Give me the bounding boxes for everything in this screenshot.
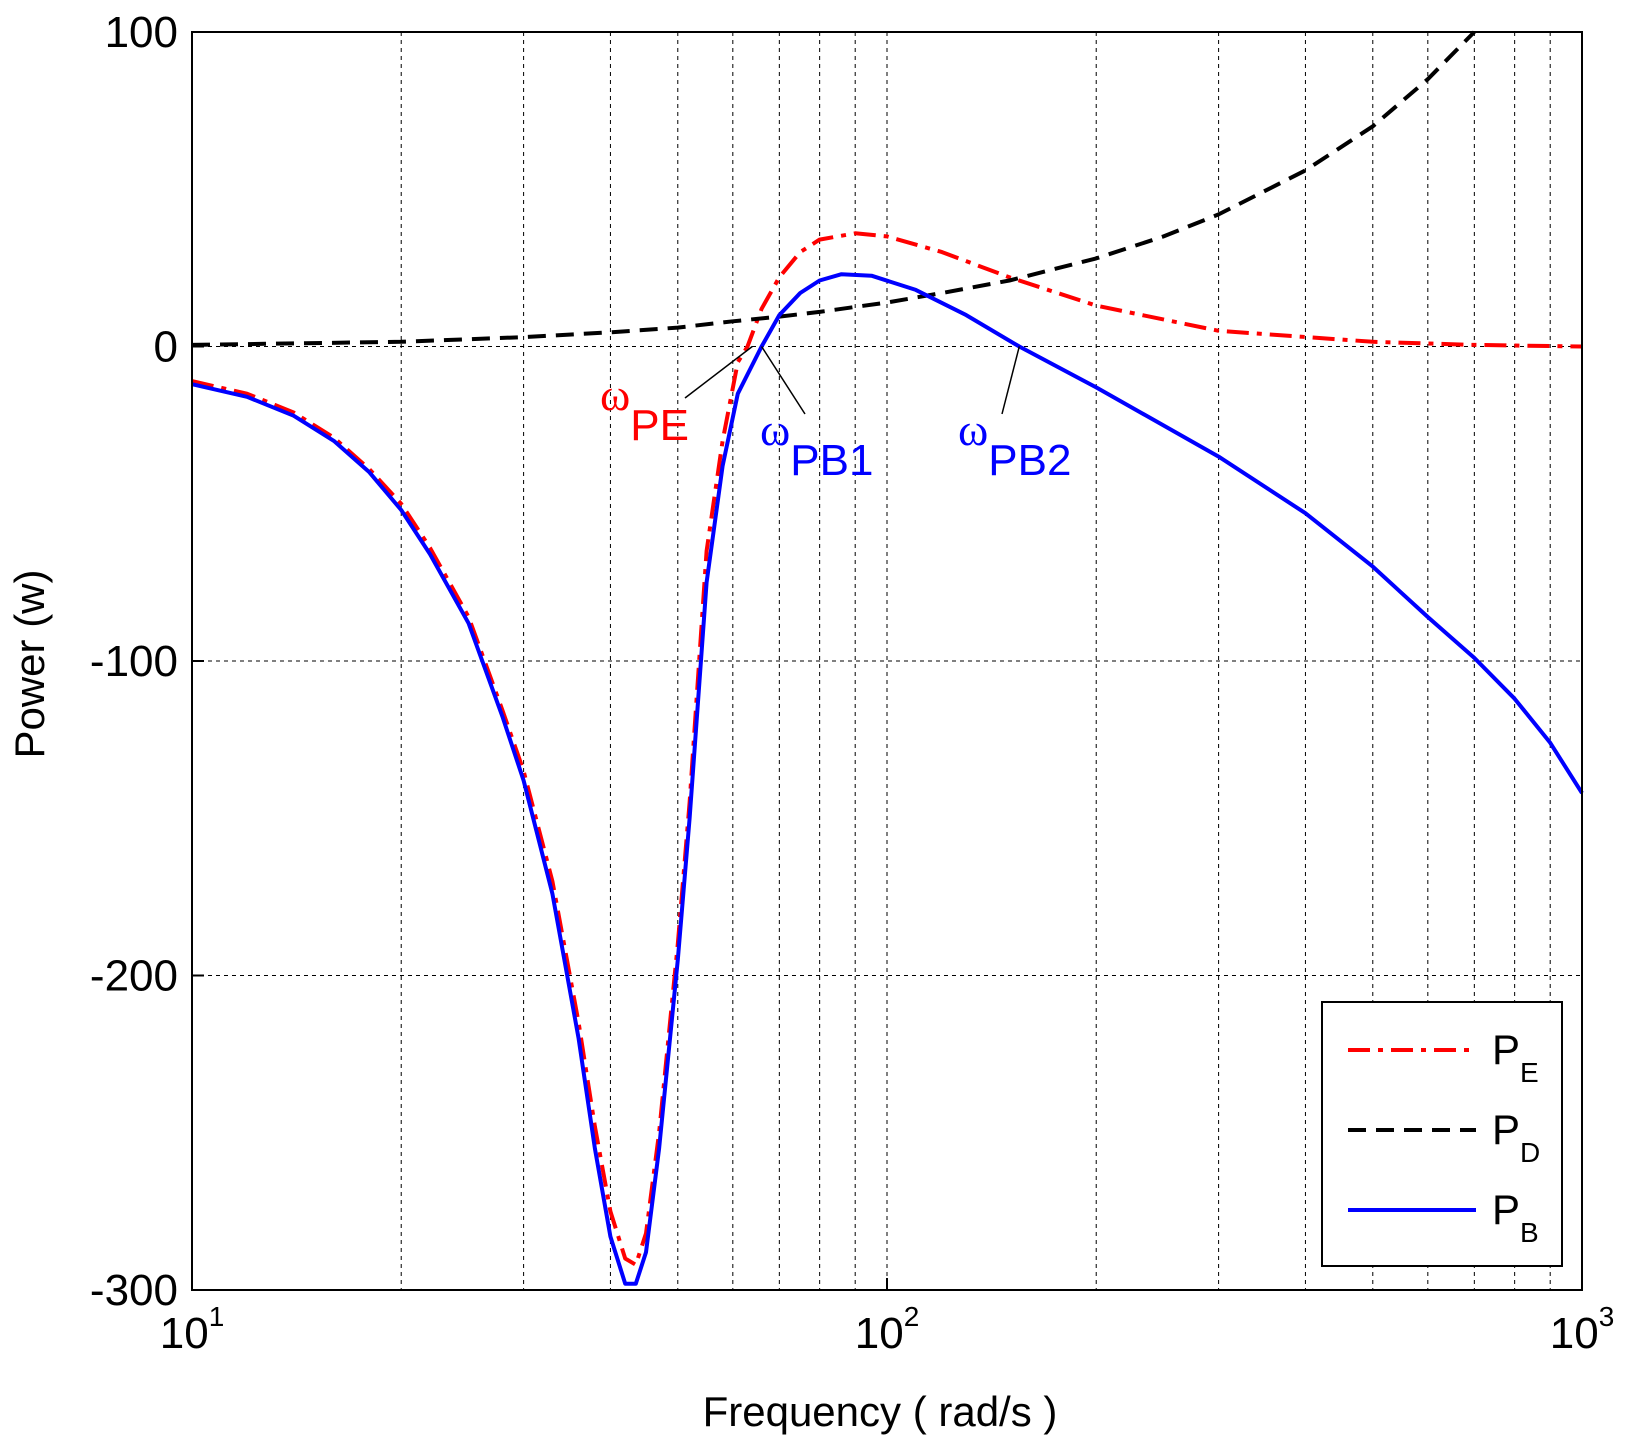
y-axis-label: Power (w) <box>6 569 53 758</box>
annotation-omega-pb1: ωPB1 <box>760 404 873 485</box>
y-tick-label: -200 <box>90 952 178 1001</box>
data-series <box>191 30 1584 1286</box>
annotation-omega-pb2: ωPB2 <box>958 404 1071 485</box>
annotation-leader-line <box>684 345 753 399</box>
legend-box <box>1321 1001 1563 1267</box>
annotation-omega-pe: ωPE <box>600 369 689 450</box>
y-tick-label: 100 <box>105 8 178 57</box>
y-tick-label: -100 <box>90 637 178 686</box>
series-line-p-b <box>191 272 1584 1286</box>
y-tick-label: 0 <box>154 323 178 372</box>
y-tick-label: -300 <box>90 1266 178 1315</box>
x-axis-label: Frequency ( rad/s ) <box>703 1388 1058 1435</box>
series-line-p-d <box>191 30 1476 347</box>
annotations: ωPE ωPB1 ωPB2 <box>600 345 1071 485</box>
x-tick-label: 102 <box>855 1301 920 1358</box>
annotation-leader-line <box>760 346 806 415</box>
x-tick-label: 101 <box>160 1301 225 1358</box>
annotation-leader-line <box>1001 346 1021 415</box>
x-tick-label: 103 <box>1550 1301 1615 1358</box>
